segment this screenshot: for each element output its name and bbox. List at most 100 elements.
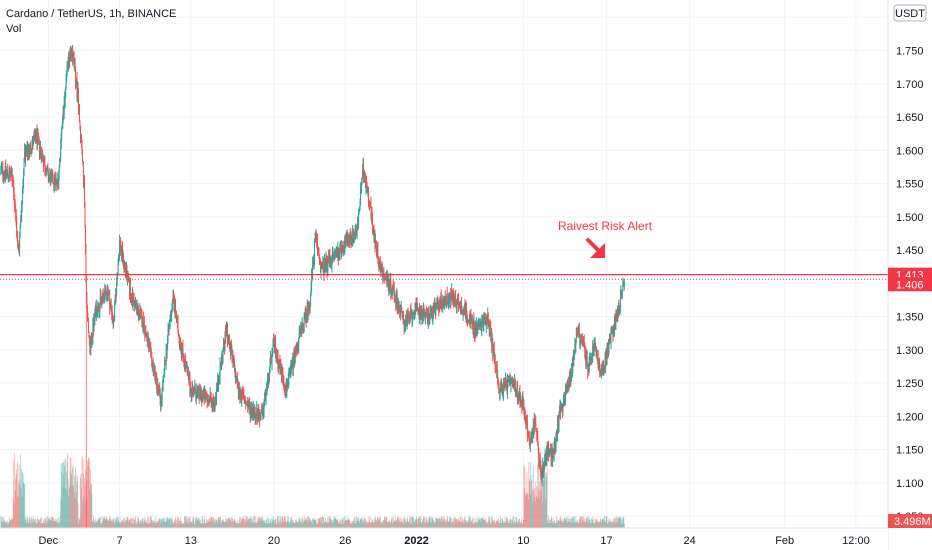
volume-bar <box>385 516 387 528</box>
candle-body <box>312 263 313 277</box>
volume-bar <box>597 521 599 528</box>
volume-bar <box>576 521 578 528</box>
volume-bar <box>159 518 161 528</box>
volume-bar <box>57 523 59 528</box>
volume-bar <box>130 518 131 528</box>
volume-bar <box>144 517 146 528</box>
volume-bar <box>414 520 416 528</box>
volume-bar <box>537 464 539 528</box>
volume-bar <box>405 521 407 528</box>
volume-bar <box>272 521 273 528</box>
candle-body <box>576 332 578 334</box>
volume-bar <box>281 522 282 528</box>
volume-bar <box>359 522 360 528</box>
volume-bar <box>447 521 449 528</box>
volume-bar <box>492 520 494 528</box>
volume-bar <box>93 518 95 528</box>
volume-bar <box>431 522 433 528</box>
volume-bar <box>262 516 264 528</box>
volume-bar <box>74 498 76 528</box>
volume-bar <box>424 516 425 528</box>
volume-bar <box>381 521 383 528</box>
volume-bar <box>375 516 376 528</box>
volume-bar <box>140 520 142 528</box>
volume-bar <box>591 519 593 528</box>
volume-bar <box>372 519 373 528</box>
volume-bar <box>236 519 238 528</box>
candle-body <box>26 152 27 154</box>
volume-bar <box>309 518 311 528</box>
volume-bar <box>203 519 205 528</box>
volume-bar <box>381 520 383 528</box>
volume-bar <box>560 516 561 528</box>
volume-bar <box>433 520 435 528</box>
volume-bar <box>485 518 487 528</box>
currency-badge[interactable]: USDT <box>893 4 927 22</box>
volume-bar <box>553 521 555 528</box>
volume-bar <box>11 520 13 528</box>
volume-bar <box>344 520 346 528</box>
volume-bar <box>304 520 306 528</box>
volume-bar <box>522 523 523 528</box>
volume-bar <box>71 473 72 528</box>
volume-bar <box>64 488 66 528</box>
volume-bar <box>446 522 448 528</box>
volume-bar <box>137 521 138 528</box>
volume-bar <box>92 516 94 528</box>
volume-bar <box>396 517 398 528</box>
candle-body <box>79 110 80 122</box>
volume-bar <box>43 522 45 528</box>
volume-bar <box>146 520 148 528</box>
volume-bar <box>239 517 241 528</box>
volume-bar <box>471 519 473 528</box>
volume-bar <box>93 523 95 528</box>
volume-bar <box>216 520 218 528</box>
volume-bar <box>554 522 556 528</box>
volume-bar <box>324 521 325 528</box>
volume-bar <box>552 520 553 528</box>
volume-bar <box>615 522 616 528</box>
volume-bar <box>560 520 562 528</box>
volume-bar <box>614 517 615 528</box>
volume-bar <box>596 519 598 528</box>
volume-bar <box>348 518 350 528</box>
volume-bar <box>394 520 396 528</box>
volume-bar <box>349 523 351 528</box>
volume-bar <box>302 516 304 528</box>
volume-bar <box>136 520 138 528</box>
volume-bar <box>323 516 324 528</box>
volume-bar <box>119 517 121 528</box>
candle-body <box>175 303 176 315</box>
volume-bar <box>415 518 417 528</box>
volume-bar <box>463 523 465 528</box>
volume-bar <box>157 522 159 528</box>
time-axis[interactable]: Dec 7 13 20 26 2022 10 17 24 Feb 12:00 <box>0 527 888 550</box>
volume-bar <box>389 522 391 528</box>
volume-bar <box>390 520 392 528</box>
volume-bar <box>293 523 295 528</box>
volume-bar <box>353 517 355 528</box>
volume-bar <box>33 516 34 528</box>
volume-bar <box>164 521 166 528</box>
volume-bar <box>235 523 237 528</box>
candle-body <box>85 226 86 250</box>
volume-bar <box>362 522 363 528</box>
volume-bar <box>472 523 474 528</box>
chart-legend[interactable]: Cardano / TetherUS, 1h, BINANCE Vol <box>6 8 176 35</box>
candle-body <box>225 335 227 337</box>
volume-bar <box>466 522 467 528</box>
volume-bar <box>445 520 447 528</box>
volume-bar <box>73 491 75 528</box>
volume-bar <box>214 523 216 528</box>
volume-bar <box>623 523 625 528</box>
volume-bar <box>393 521 395 528</box>
candle-body <box>78 91 79 111</box>
volume-bar <box>175 522 177 528</box>
volume-bar <box>128 519 130 528</box>
volume-bar <box>192 517 194 528</box>
candle-body <box>226 328 227 336</box>
volume-bar <box>195 517 197 528</box>
volume-bar <box>336 519 338 528</box>
volume-bar <box>617 517 619 528</box>
